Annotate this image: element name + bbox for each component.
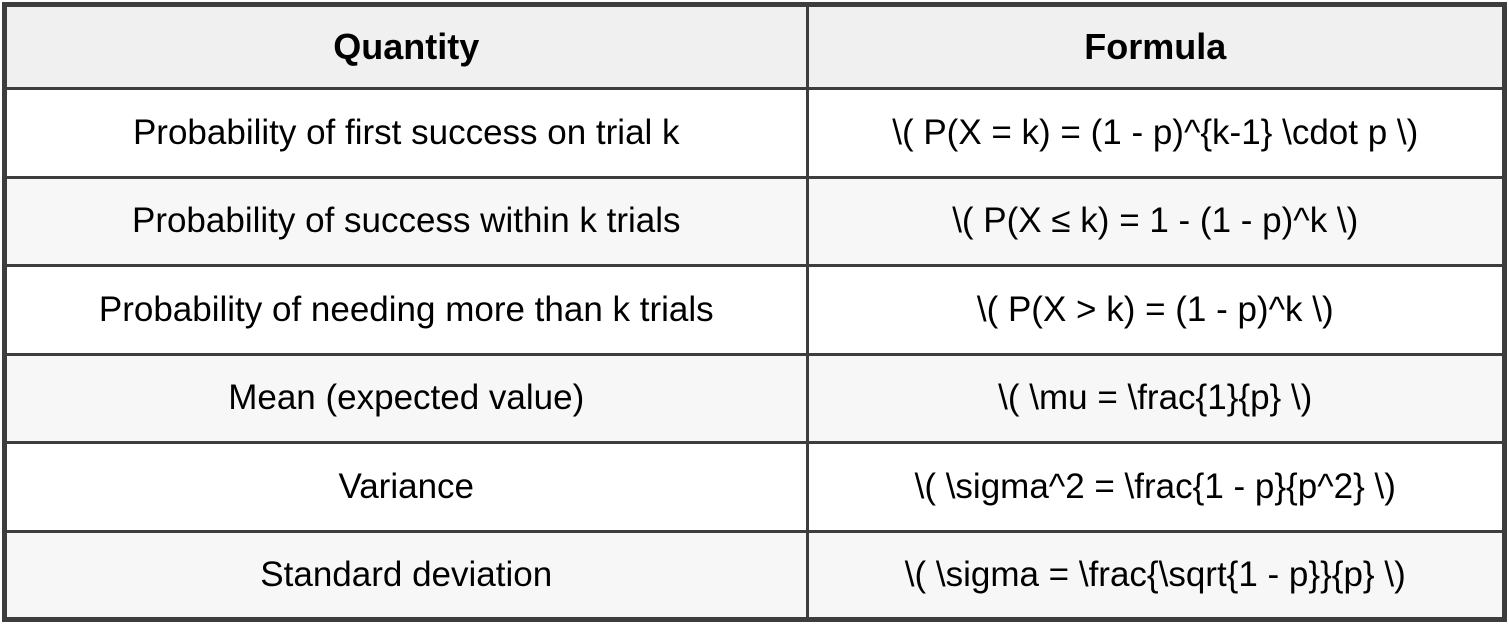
formula-cell: \( P(X ≤ k) = 1 - (1 - p)^k \) (805, 175, 1506, 267)
column-header-formula: Formula (805, 3, 1506, 90)
table-header: Quantity Formula (3, 3, 1506, 90)
table-row: Variance \( \sigma^2 = \frac{1 - p}{p^2}… (3, 441, 1506, 533)
column-header-quantity: Quantity (3, 3, 809, 90)
quantity-cell: Probability of success within k trials (3, 175, 809, 267)
table-row: Probability of needing more than k trial… (3, 264, 1506, 356)
quantity-cell: Probability of first success on trial k (3, 87, 809, 179)
table-row: Probability of first success on trial k … (3, 87, 1506, 179)
formula-cell: \( \mu = \frac{1}{p} \) (805, 352, 1506, 444)
table-row: Mean (expected value) \( \mu = \frac{1}{… (3, 352, 1506, 444)
formula-cell: \( P(X > k) = (1 - p)^k \) (805, 264, 1506, 356)
header-row: Quantity Formula (3, 3, 1506, 90)
table-row: Standard deviation \( \sigma = \frac{\sq… (3, 529, 1506, 621)
quantity-cell: Mean (expected value) (3, 352, 809, 444)
quantity-cell: Probability of needing more than k trial… (3, 264, 809, 356)
table-body: Probability of first success on trial k … (3, 87, 1506, 621)
formula-cell: \( \sigma^2 = \frac{1 - p}{p^2} \) (805, 441, 1506, 533)
formula-cell: \( P(X = k) = (1 - p)^{k-1} \cdot p \) (805, 87, 1506, 179)
quantity-cell: Variance (3, 441, 809, 533)
quantity-cell: Standard deviation (3, 529, 809, 621)
table-row: Probability of success within k trials \… (3, 175, 1506, 267)
formula-cell: \( \sigma = \frac{\sqrt{1 - p}}{p} \) (805, 529, 1506, 621)
